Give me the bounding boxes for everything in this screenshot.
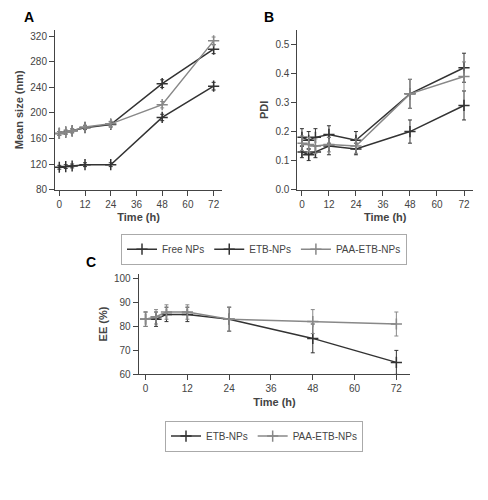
svg-text:Time (h): Time (h) — [117, 211, 160, 223]
svg-text:PAA-ETB-NPs: PAA-ETB-NPs — [336, 244, 400, 255]
svg-text:0.4: 0.4 — [276, 68, 290, 79]
svg-text:ETB-NPs: ETB-NPs — [249, 244, 291, 255]
svg-text:48: 48 — [404, 199, 416, 210]
svg-text:PDI: PDI — [258, 101, 270, 119]
svg-text:Time (h): Time (h) — [253, 396, 296, 408]
svg-text:0: 0 — [57, 199, 63, 210]
svg-text:36: 36 — [265, 383, 277, 394]
svg-text:EE (%): EE (%) — [97, 306, 109, 341]
svg-text:24: 24 — [224, 383, 236, 394]
svg-text:Time (h): Time (h) — [364, 211, 407, 223]
svg-text:36: 36 — [377, 199, 389, 210]
svg-text:24: 24 — [105, 199, 117, 210]
svg-text:280: 280 — [30, 56, 47, 67]
svg-text:60: 60 — [182, 199, 194, 210]
svg-text:60: 60 — [119, 369, 131, 380]
svg-text:B: B — [264, 9, 274, 25]
svg-text:36: 36 — [131, 199, 143, 210]
svg-text:100: 100 — [114, 273, 131, 284]
svg-text:60: 60 — [349, 383, 361, 394]
svg-text:12: 12 — [79, 199, 91, 210]
svg-text:80: 80 — [119, 321, 131, 332]
svg-text:0.0: 0.0 — [276, 184, 290, 195]
svg-text:80: 80 — [36, 184, 48, 195]
svg-text:200: 200 — [30, 107, 47, 118]
svg-text:240: 240 — [30, 82, 47, 93]
svg-text:0.5: 0.5 — [276, 39, 290, 50]
svg-text:70: 70 — [119, 345, 131, 356]
svg-text:72: 72 — [391, 383, 403, 394]
svg-text:A: A — [24, 9, 34, 25]
svg-text:72: 72 — [208, 199, 220, 210]
svg-text:C: C — [86, 254, 96, 270]
svg-text:0: 0 — [143, 383, 149, 394]
svg-text:90: 90 — [119, 297, 131, 308]
svg-text:12: 12 — [323, 199, 335, 210]
svg-text:120: 120 — [30, 159, 47, 170]
svg-text:48: 48 — [307, 383, 319, 394]
svg-text:0.3: 0.3 — [276, 97, 290, 108]
svg-text:60: 60 — [431, 199, 443, 210]
svg-text:PAA-ETB-NPs: PAA-ETB-NPs — [293, 431, 357, 442]
svg-text:12: 12 — [182, 383, 194, 394]
svg-text:160: 160 — [30, 133, 47, 144]
svg-text:48: 48 — [157, 199, 169, 210]
svg-text:72: 72 — [458, 199, 470, 210]
svg-text:0.1: 0.1 — [276, 155, 290, 166]
svg-text:Mean size (nm): Mean size (nm) — [13, 70, 25, 149]
svg-text:320: 320 — [30, 31, 47, 42]
svg-text:0.2: 0.2 — [276, 126, 290, 137]
svg-text:ETB-NPs: ETB-NPs — [206, 431, 248, 442]
svg-text:0: 0 — [299, 199, 305, 210]
svg-text:24: 24 — [350, 199, 362, 210]
svg-text:Free NPs: Free NPs — [162, 244, 204, 255]
